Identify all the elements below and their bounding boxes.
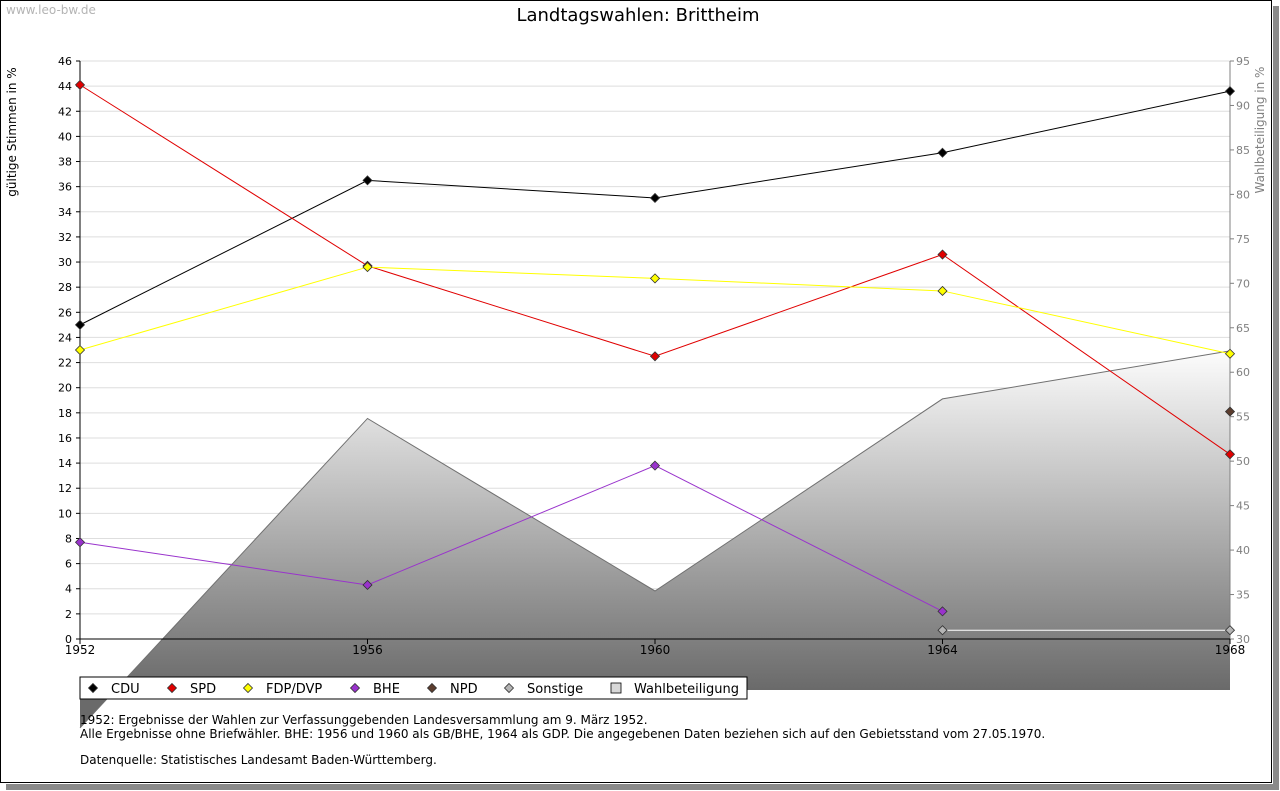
y-tick-label: 10 bbox=[58, 507, 72, 520]
marker-cdu bbox=[1224, 86, 1236, 97]
y-tick-label: 44 bbox=[58, 80, 72, 93]
y-tick-label: 38 bbox=[58, 156, 72, 169]
watermark: www.leo-bw.de bbox=[6, 3, 96, 17]
series-line-cdu bbox=[79, 90, 1231, 326]
marker-sonstige bbox=[1224, 625, 1236, 636]
axes: 0246810121416182022242628303234363840424… bbox=[58, 55, 1250, 657]
y-tick-label: 24 bbox=[58, 331, 72, 344]
marker-fdp-dvp bbox=[937, 285, 948, 297]
marker-fdp-dvp bbox=[362, 262, 373, 273]
y-tick-label: 26 bbox=[58, 306, 72, 319]
legend-marker bbox=[426, 682, 438, 694]
x-tick-label: 1960 bbox=[640, 643, 671, 657]
chart-title: Landtagswahlen: Brittheim bbox=[516, 5, 759, 26]
legend-label: Sonstige bbox=[527, 682, 583, 697]
marker-bhe bbox=[362, 579, 373, 591]
y2-tick-label: 95 bbox=[1236, 55, 1250, 68]
marker-fdp-dvp bbox=[649, 273, 661, 284]
y2-tick-label: 45 bbox=[1236, 500, 1250, 513]
legend-marker bbox=[166, 682, 178, 694]
frame-shadow-bottom bbox=[6, 784, 1279, 790]
y2-tick-label: 40 bbox=[1236, 544, 1250, 557]
legend-marker bbox=[87, 682, 99, 694]
marker-fdp-dvp bbox=[74, 344, 86, 356]
y-axis-label: gültige Stimmen in % bbox=[5, 67, 19, 196]
note-briefwaehler: Alle Ergebnisse ohne Briefwähler. BHE: 1… bbox=[80, 727, 1046, 741]
legend-label: SPD bbox=[190, 682, 216, 697]
y-tick-label: 22 bbox=[58, 357, 72, 370]
marker-bhe bbox=[937, 606, 948, 617]
note-source: Datenquelle: Statistisches Landesamt Bad… bbox=[80, 753, 437, 767]
marker-spd bbox=[74, 79, 86, 90]
marker-bhe bbox=[74, 537, 86, 548]
x-tick-label: 1964 bbox=[927, 643, 958, 657]
y2-tick-label: 50 bbox=[1236, 455, 1250, 468]
y2-tick-label: 80 bbox=[1236, 188, 1250, 201]
y2-tick-label: 75 bbox=[1236, 233, 1250, 246]
legend-label: Wahlbeteiligung bbox=[634, 682, 739, 697]
x-tick-label: 1952 bbox=[65, 643, 96, 657]
x-tick-label: 1968 bbox=[1215, 643, 1246, 657]
y-tick-label: 16 bbox=[58, 432, 72, 445]
y-tick-label: 0 bbox=[65, 633, 72, 646]
y2-tick-label: 70 bbox=[1236, 277, 1250, 290]
marker-spd bbox=[937, 249, 948, 260]
y2-tick-label: 30 bbox=[1236, 633, 1250, 646]
y-tick-label: 36 bbox=[58, 181, 72, 194]
y-tick-label: 46 bbox=[58, 55, 72, 68]
marker-npd bbox=[1224, 406, 1236, 417]
note-1952: 1952: Ergebnisse der Wahlen zur Verfassu… bbox=[80, 713, 648, 727]
legend-label: FDP/DVP bbox=[266, 682, 322, 697]
legend-marker bbox=[503, 682, 515, 694]
legend-label: BHE bbox=[373, 682, 400, 697]
marker-cdu bbox=[362, 175, 373, 186]
turnout-area-fill bbox=[80, 350, 1230, 728]
y2-axis-label: Wahlbeteiligung in % bbox=[1253, 67, 1267, 194]
series bbox=[74, 79, 1236, 636]
marker-cdu bbox=[649, 192, 661, 204]
y-tick-label: 2 bbox=[65, 608, 72, 621]
y-tick-label: 34 bbox=[58, 206, 72, 219]
marker-sonstige bbox=[937, 625, 948, 636]
y2-tick-label: 35 bbox=[1236, 589, 1250, 602]
y2-tick-label: 65 bbox=[1236, 322, 1250, 335]
y-tick-label: 32 bbox=[58, 231, 72, 244]
y2-tick-label: 90 bbox=[1236, 99, 1250, 112]
y-tick-label: 20 bbox=[58, 382, 72, 395]
x-tick-label: 1956 bbox=[352, 643, 383, 657]
marker-spd bbox=[649, 351, 661, 362]
y-tick-label: 14 bbox=[58, 457, 72, 470]
y2-tick-label: 55 bbox=[1236, 411, 1250, 424]
marker-bhe bbox=[649, 460, 661, 471]
y-tick-label: 30 bbox=[58, 256, 72, 269]
y-tick-label: 40 bbox=[58, 130, 72, 143]
legend-swatch-area bbox=[610, 682, 622, 694]
marker-fdp-dvp bbox=[1224, 348, 1236, 359]
legend-label: CDU bbox=[111, 682, 140, 697]
marker-cdu bbox=[937, 147, 948, 158]
y2-tick-label: 60 bbox=[1236, 366, 1250, 379]
legend-marker bbox=[349, 682, 361, 694]
y-tick-label: 12 bbox=[58, 482, 72, 495]
marker-cdu bbox=[74, 319, 86, 330]
y-tick-label: 6 bbox=[65, 558, 72, 571]
turnout-area-edge bbox=[79, 350, 1231, 729]
y2-tick-label: 85 bbox=[1236, 144, 1250, 157]
legend-marker bbox=[242, 682, 254, 694]
legend-label: NPD bbox=[450, 682, 478, 697]
y-tick-label: 28 bbox=[58, 281, 72, 294]
turnout-area bbox=[79, 350, 1231, 729]
legend-box bbox=[79, 676, 748, 700]
marker-spd bbox=[1224, 449, 1236, 460]
y-tick-label: 42 bbox=[58, 105, 72, 118]
y-tick-label: 8 bbox=[65, 532, 72, 545]
y-tick-label: 18 bbox=[58, 407, 72, 420]
frame-shadow-right bbox=[1273, 6, 1279, 790]
legend: CDU SPD FDP/DVP BHE NPD Sonstige Wahlbeteiligu… bbox=[79, 676, 748, 700]
y-tick-label: 4 bbox=[65, 583, 72, 596]
series-line-bhe bbox=[79, 465, 943, 612]
